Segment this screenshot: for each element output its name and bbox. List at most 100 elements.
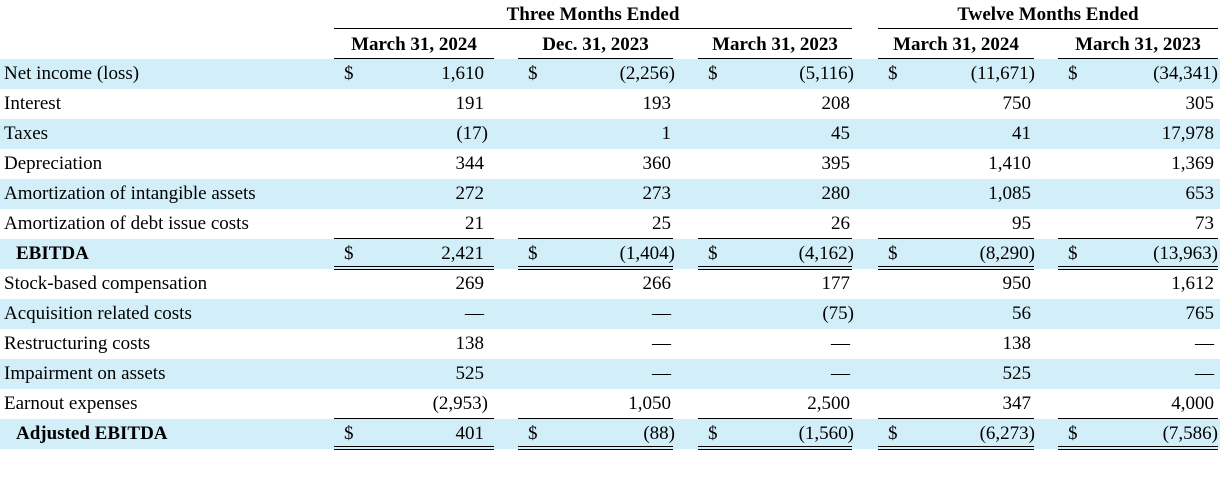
row-value: 305 xyxy=(1185,93,1215,114)
total-double-rule xyxy=(334,266,494,270)
column-header: March 31, 2023 xyxy=(1075,34,1201,55)
subtotal-rule xyxy=(1058,418,1218,419)
row-value: 193 xyxy=(642,93,672,114)
row-value: 26 xyxy=(831,213,850,234)
header-three-months: Three Months Ended xyxy=(506,4,680,25)
row-value: (88) xyxy=(643,423,675,444)
row-value: 1,610 xyxy=(441,63,484,84)
row-value: 41 xyxy=(1012,123,1031,144)
row-value: 1,369 xyxy=(1171,153,1214,174)
total-double-rule xyxy=(698,446,852,450)
row-value: 272 xyxy=(455,183,485,204)
row-label: Taxes xyxy=(4,123,49,144)
row-label: Acquisition related costs xyxy=(4,303,192,324)
subtotal-rule xyxy=(878,418,1034,419)
subtotal-rule xyxy=(334,238,494,239)
currency-symbol: $ xyxy=(708,63,718,84)
row-value: — xyxy=(465,303,484,324)
currency-symbol: $ xyxy=(708,243,718,264)
row-value: 266 xyxy=(642,273,672,294)
header-twelve-months-underline xyxy=(878,28,1218,29)
row-value: 95 xyxy=(1012,213,1031,234)
row-value: (11,671) xyxy=(970,63,1035,84)
header-twelve-months: Twelve Months Ended xyxy=(957,4,1139,25)
row-value: 25 xyxy=(652,213,671,234)
row-value: (7,586) xyxy=(1162,423,1218,444)
row-value: (4,162) xyxy=(798,243,854,264)
row-value: 344 xyxy=(455,153,485,174)
row-value: — xyxy=(831,363,850,384)
total-double-rule xyxy=(518,266,673,270)
column-header: Dec. 31, 2023 xyxy=(542,34,649,55)
row-value: 395 xyxy=(821,153,851,174)
row-value: 347 xyxy=(1002,393,1032,414)
table-row: Restructuring costs 138 — — 138 — xyxy=(0,329,1220,359)
row-value: 191 xyxy=(455,93,485,114)
currency-symbol: $ xyxy=(528,63,538,84)
column-header: March 31, 2024 xyxy=(893,34,1019,55)
row-value: 360 xyxy=(642,153,672,174)
total-double-rule xyxy=(698,266,852,270)
currency-symbol: $ xyxy=(344,423,354,444)
row-value: — xyxy=(1195,363,1214,384)
table-row: Adjusted EBITDA $401 $ (88) $ (1,560) $ (6,273)… xyxy=(0,419,1220,450)
row-value: 269 xyxy=(455,273,485,294)
subtotal-rule xyxy=(878,238,1034,239)
currency-symbol: $ xyxy=(1068,243,1078,264)
table-row: Depreciation 344 360 395 1,410 1,369 xyxy=(0,149,1220,179)
row-value: (75) xyxy=(822,303,854,324)
row-value: 138 xyxy=(1002,333,1032,354)
currency-symbol: $ xyxy=(888,243,898,264)
row-value: 401 xyxy=(455,423,485,444)
subtotal-rule xyxy=(518,418,673,419)
row-value: 1,612 xyxy=(1171,273,1214,294)
currency-symbol: $ xyxy=(1068,63,1078,84)
total-double-rule xyxy=(1058,446,1218,450)
currency-symbol: $ xyxy=(888,423,898,444)
row-label: Depreciation xyxy=(4,153,103,174)
row-value: 1,050 xyxy=(628,393,671,414)
table-row: Net income (loss) $1,610 $ (2,256) $ (5,116) $… xyxy=(0,59,1220,89)
subtotal-rule xyxy=(334,418,494,419)
row-value: — xyxy=(652,333,671,354)
row-label: Net income (loss) xyxy=(4,63,140,84)
row-value: (2,953) xyxy=(432,393,488,414)
currency-symbol: $ xyxy=(528,243,538,264)
row-label: Stock-based compensation xyxy=(4,273,208,294)
table-row: Taxes (17) 1 45 41 17,978 xyxy=(0,119,1220,149)
row-label: Adjusted EBITDA xyxy=(16,423,168,444)
subtotal-rule xyxy=(518,238,673,239)
currency-symbol: $ xyxy=(1068,423,1078,444)
row-value: — xyxy=(652,303,671,324)
subtotal-rule xyxy=(698,418,852,419)
table-row: EBITDA $2,421 $ (1,404) $ (4,162) $ (8,290) $ (13… xyxy=(0,239,1220,270)
row-value: (1,560) xyxy=(798,423,854,444)
row-value: (6,273) xyxy=(979,423,1035,444)
total-double-rule xyxy=(878,446,1034,450)
currency-symbol: $ xyxy=(528,423,538,444)
row-value: (2,256) xyxy=(619,63,675,84)
currency-symbol: $ xyxy=(708,423,718,444)
row-value: 138 xyxy=(455,333,485,354)
column-header-underline xyxy=(698,58,852,59)
table-row: Stock-based compensation 269 266 177 950 1,61… xyxy=(0,269,1220,299)
row-value: (34,341) xyxy=(1153,63,1218,84)
row-value: (8,290) xyxy=(979,243,1035,264)
currency-symbol: $ xyxy=(344,243,354,264)
row-value: 1,410 xyxy=(988,153,1031,174)
total-double-rule xyxy=(878,266,1034,270)
total-double-rule xyxy=(1058,266,1218,270)
row-label: Amortization of debt issue costs xyxy=(4,213,249,234)
row-value: — xyxy=(652,363,671,384)
column-header-underline xyxy=(334,58,494,59)
row-label: Restructuring costs xyxy=(4,333,151,354)
row-value: (5,116) xyxy=(799,63,854,84)
row-value: (1,404) xyxy=(619,243,675,264)
row-label: Impairment on assets xyxy=(4,363,166,384)
row-value: (13,963) xyxy=(1153,243,1218,264)
column-header: March 31, 2024 xyxy=(351,34,477,55)
row-value: 208 xyxy=(821,93,851,114)
total-double-rule xyxy=(334,446,494,450)
row-value: 1,085 xyxy=(988,183,1031,204)
row-value: 2,421 xyxy=(441,243,484,264)
